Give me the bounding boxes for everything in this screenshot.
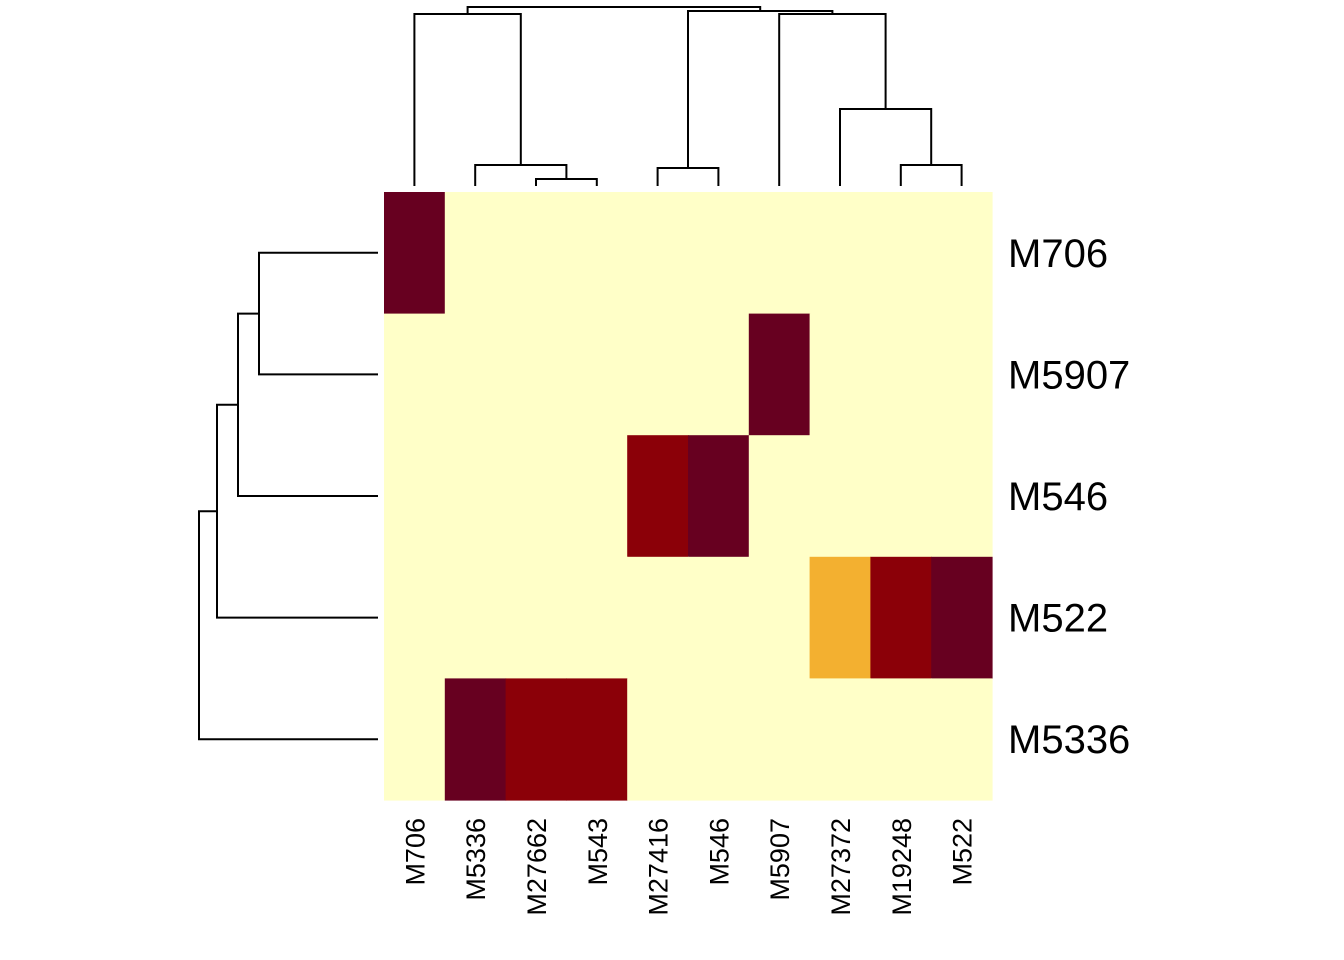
heatmap-cell-M5336-M5907 [748,678,811,801]
heatmap-cell-M706-M546 [688,192,750,315]
heatmap-cell-M5336-M706 [384,678,446,801]
heatmap-cells [384,192,993,801]
heatmap-cell-M546-M27416 [627,435,689,558]
column-label: M522 [948,818,978,886]
column-dendrogram-branch [839,108,933,186]
heatmap-cell-M522-M19248 [870,556,932,679]
column-dendrogram-branch [687,10,834,168]
heatmap-cell-M5336-M543 [566,678,628,801]
heatmap-cell-M5907-M27662 [505,313,567,436]
column-label: M546 [704,818,734,886]
heatmap-cell-M5907-M543 [566,313,628,436]
heatmap-cell-M522-M543 [566,556,628,679]
column-label: M19248 [887,818,917,916]
heatmap-cell-M5907-M706 [384,313,446,436]
heatmap-cell-M706-M27372 [809,192,871,315]
heatmap-cell-M706-M5336 [444,192,507,315]
row-label: M546 [1008,475,1108,519]
row-label: M706 [1008,232,1108,276]
row-dendrogram-branch [198,510,378,741]
heatmap-cell-M5907-M5907 [748,313,811,436]
column-label: M27416 [644,818,674,916]
column-dendrogram-branch [899,164,963,186]
column-dendrogram [413,6,963,186]
heatmap-cell-M5907-M522 [931,313,993,436]
heatmap-cell-M546-M706 [384,435,446,558]
row-label: M5336 [1008,718,1130,762]
heatmap-cell-M5907-M5336 [444,313,507,436]
column-label: M5336 [461,818,491,901]
column-label: M543 [583,818,613,886]
column-dendrogram-branch [413,13,522,186]
heatmap-cell-M522-M5336 [444,556,507,679]
heatmap-cell-M546-M19248 [870,435,932,558]
heatmap-cell-M5907-M19248 [870,313,932,436]
heatmap-cell-M706-M706 [384,192,446,315]
heatmap-cell-M5907-M27372 [809,313,871,436]
heatmap-cell-M706-M522 [931,192,993,315]
heatmap-cell-M5336-M546 [688,678,750,801]
column-label: M5907 [765,818,795,901]
column-labels: M706 M5336 M27662 M543 M27416 M546 M5907 M27372… [400,818,977,916]
heatmap-cell-M5336-M19248 [870,678,932,801]
column-dendrogram-branch [778,13,887,186]
row-label: M5907 [1008,353,1130,397]
heatmap-cell-M706-M5907 [748,192,811,315]
row-labels: M706 M5907 M546 M522 M5336 [1008,232,1130,762]
heatmap-cell-M5336-M27372 [809,678,871,801]
heatmap-cell-M522-M522 [931,556,993,679]
heatmap-cell-M546-M27662 [505,435,567,558]
heatmap-cell-M706-M19248 [870,192,932,315]
heatmap-cell-M5336-M5336 [444,678,507,801]
heatmap-cell-M5336-M27416 [627,678,689,801]
heatmap-cell-M522-M27662 [505,556,567,679]
heatmap-cell-M522-M546 [688,556,750,679]
heatmap-cell-M5907-M546 [688,313,750,436]
row-label: M522 [1008,597,1108,641]
heatmap-cell-M5336-M27662 [505,678,567,801]
column-label: M27662 [522,818,552,916]
heatmap-cell-M546-M5907 [748,435,811,558]
column-label: M27372 [826,818,856,916]
heatmap-cell-M706-M27416 [627,192,689,315]
column-dendrogram-branch [535,178,598,186]
heatmap-cell-M522-M27416 [627,556,689,679]
heatmap-cell-M522-M706 [384,556,446,679]
heatmap-cell-M706-M543 [566,192,628,315]
column-dendrogram-branch [474,164,568,186]
column-label: M706 [400,818,430,886]
heatmap-cell-M5336-M522 [931,678,993,801]
heatmap-cell-M706-M27662 [505,192,567,315]
heatmap-cell-M522-M5907 [748,556,811,679]
row-dendrogram [198,251,378,741]
column-dendrogram-branch [656,167,720,186]
heatmap-cell-M5907-M27416 [627,313,689,436]
heatmap-cell-M546-M522 [931,435,993,558]
row-dendrogram-branch [216,403,378,619]
heatmap-cell-M546-M543 [566,435,628,558]
row-dendrogram-branch [258,251,378,376]
heatmap-cell-M546-M5336 [444,435,507,558]
column-dendrogram-branch [466,6,762,14]
heatmap-cell-M546-M546 [688,435,750,558]
heatmap-cell-M522-M27372 [809,556,871,679]
heatmap-cell-M546-M27372 [809,435,871,558]
